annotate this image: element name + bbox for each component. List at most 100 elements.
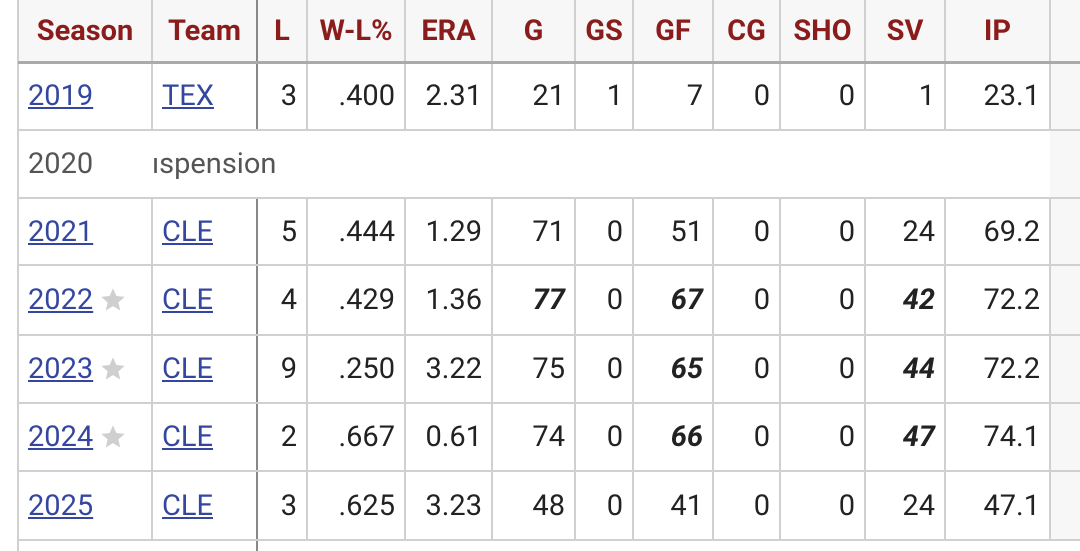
column-divider (1049, 0, 1051, 62)
team-cell[interactable]: CLE (152, 198, 257, 265)
season-cell[interactable]: 2019 (18, 62, 152, 130)
cell-text: 21 (532, 79, 565, 113)
stat-cell: 51 (633, 198, 713, 265)
link[interactable]: CLE (162, 420, 213, 454)
column-divider (779, 335, 781, 403)
cell-text: 2 (280, 420, 297, 454)
team-cell[interactable]: CLE (152, 265, 257, 335)
column-header[interactable]: L (274, 14, 290, 48)
column-divider (864, 335, 866, 403)
link[interactable]: CLE (162, 488, 213, 523)
cell-text: 69.2 (983, 214, 1040, 249)
stat-cell: 7 (633, 62, 713, 130)
cell-text: 0 (838, 420, 855, 454)
column-divider (779, 62, 781, 130)
column-divider (632, 471, 634, 540)
column-divider (864, 403, 866, 471)
cell-text: 44 (902, 352, 935, 386)
season-cell[interactable]: 2024 (18, 403, 152, 471)
column-divider (944, 62, 946, 130)
cell-text: 74 (532, 420, 565, 454)
cell-text: 3.22 (425, 352, 482, 386)
cell-text: .429 (338, 283, 395, 317)
column-header[interactable]: Season (36, 14, 134, 48)
cell-text: .250 (338, 352, 395, 386)
cell-text: 0 (606, 420, 623, 454)
link[interactable]: CLE (162, 352, 213, 386)
row-divider (18, 264, 1080, 266)
link[interactable]: CLE (162, 214, 213, 249)
season-cell[interactable]: 2023 (18, 335, 152, 403)
row-divider (18, 197, 1080, 199)
cell-text: 0 (753, 488, 770, 523)
stat-cell: 0 (713, 403, 780, 471)
stat-cell: .444 (307, 198, 405, 265)
stat-cell: .429 (307, 265, 405, 335)
column-header[interactable]: SV (886, 14, 924, 48)
cell-text: 41 (670, 488, 703, 523)
cell-text: 2020 (28, 147, 94, 181)
cell-text: 24 (902, 214, 935, 249)
column-divider (1049, 403, 1051, 471)
column-divider (632, 62, 634, 130)
team-cell[interactable]: CLE (152, 335, 257, 403)
column-header[interactable]: IP (983, 14, 1012, 48)
column-header[interactable]: GS (585, 14, 623, 48)
link[interactable]: 2024 (28, 420, 94, 454)
stat-cell: 71 (492, 198, 575, 265)
link[interactable]: 2025 (28, 488, 94, 523)
stat-cell: 3.23 (405, 471, 492, 540)
stat-cell: 69.2 (945, 198, 1050, 265)
link[interactable]: 2021 (28, 214, 94, 249)
column-divider (944, 403, 946, 471)
cell-text: 0 (606, 488, 623, 523)
link[interactable]: CLE (162, 283, 213, 317)
team-cell[interactable]: CLE (152, 471, 257, 540)
column-divider (574, 198, 576, 265)
column-header[interactable]: SHO (793, 14, 852, 48)
link[interactable]: 2023 (28, 352, 94, 386)
column-divider (491, 335, 493, 403)
column-header[interactable]: W-L% (319, 14, 393, 48)
column-divider (404, 198, 406, 265)
column-header[interactable]: GF (655, 14, 691, 48)
season-cell[interactable]: 2022 (18, 265, 152, 335)
cell-text: 0 (753, 283, 770, 317)
stat-cell: 0 (713, 198, 780, 265)
stat-cell: 0 (713, 471, 780, 540)
stat-cell: 0 (780, 471, 865, 540)
season-cell[interactable]: 2025 (18, 471, 152, 540)
stat-cell: 0 (575, 335, 633, 403)
stat-cell: 24 (865, 198, 945, 265)
column-divider (632, 265, 634, 335)
cell-text: 0 (838, 488, 855, 523)
stat-cell: 48 (492, 471, 575, 540)
column-divider (632, 403, 634, 471)
column-divider (404, 62, 406, 130)
cell-text: 47.1 (983, 488, 1040, 523)
column-header[interactable]: CG (727, 14, 766, 48)
column-divider (306, 403, 308, 471)
stat-cell: 47.1 (945, 471, 1050, 540)
column-header[interactable]: ERA (421, 14, 476, 48)
team-cell[interactable]: CLE (152, 403, 257, 471)
cell-text: 67 (670, 283, 703, 317)
stat-cell: 74 (492, 403, 575, 471)
column-header[interactable]: G (523, 14, 544, 48)
row-divider (18, 129, 1080, 131)
column-header[interactable]: Team (168, 14, 241, 48)
cell-text: 75 (532, 352, 565, 386)
team-cell[interactable]: TEX (152, 62, 257, 130)
column-divider (944, 198, 946, 265)
season-cell[interactable]: 2021 (18, 198, 152, 265)
link[interactable]: 2019 (28, 79, 94, 113)
cell-text: .444 (338, 214, 395, 249)
stat-cell: 1.29 (405, 198, 492, 265)
column-divider (1049, 471, 1051, 540)
link[interactable]: TEX (162, 79, 214, 113)
cell-text: 48 (532, 488, 565, 523)
link[interactable]: 2022 (28, 283, 94, 317)
column-divider (574, 265, 576, 335)
column-divider (404, 0, 406, 62)
